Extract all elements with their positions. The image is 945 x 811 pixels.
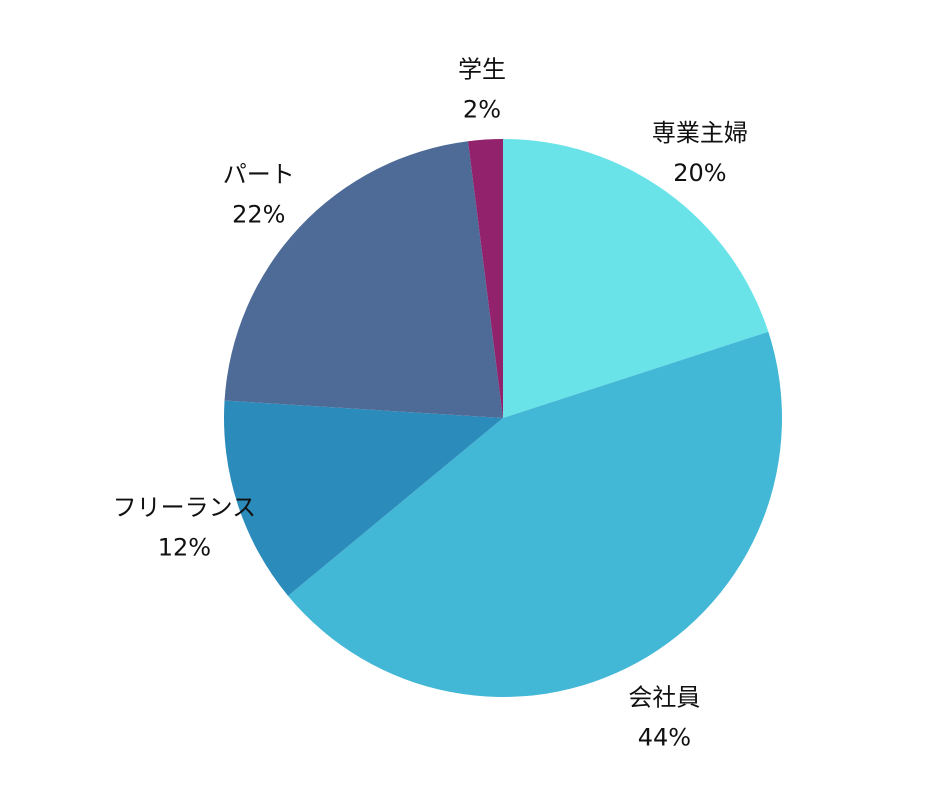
- pie-slice-4: [468, 139, 503, 418]
- slice-category-label: 学生: [458, 56, 506, 84]
- pie-slice-1: [288, 331, 783, 698]
- pie-slice-3: [224, 141, 503, 418]
- slice-category-label: パート: [223, 161, 295, 189]
- slice-category-label: 会社員: [628, 684, 700, 712]
- pie-slice-0: [503, 139, 769, 418]
- pie-labels: 専業主婦 20% 会社員 44% フリーランス 12% パート 22% 学生 2%: [113, 56, 748, 752]
- pie-slice-2: [223, 400, 503, 596]
- slice-percent-label: 12%: [158, 534, 211, 562]
- slice-category-label: 専業主婦: [652, 119, 748, 147]
- slice-percent-label: 22%: [232, 201, 285, 229]
- slice-percent-label: 44%: [638, 724, 691, 752]
- slice-percent-label: 20%: [673, 159, 726, 187]
- slice-category-label: フリーランス: [113, 494, 257, 522]
- slice-percent-label: 2%: [463, 96, 501, 124]
- pie-slices: [223, 139, 783, 698]
